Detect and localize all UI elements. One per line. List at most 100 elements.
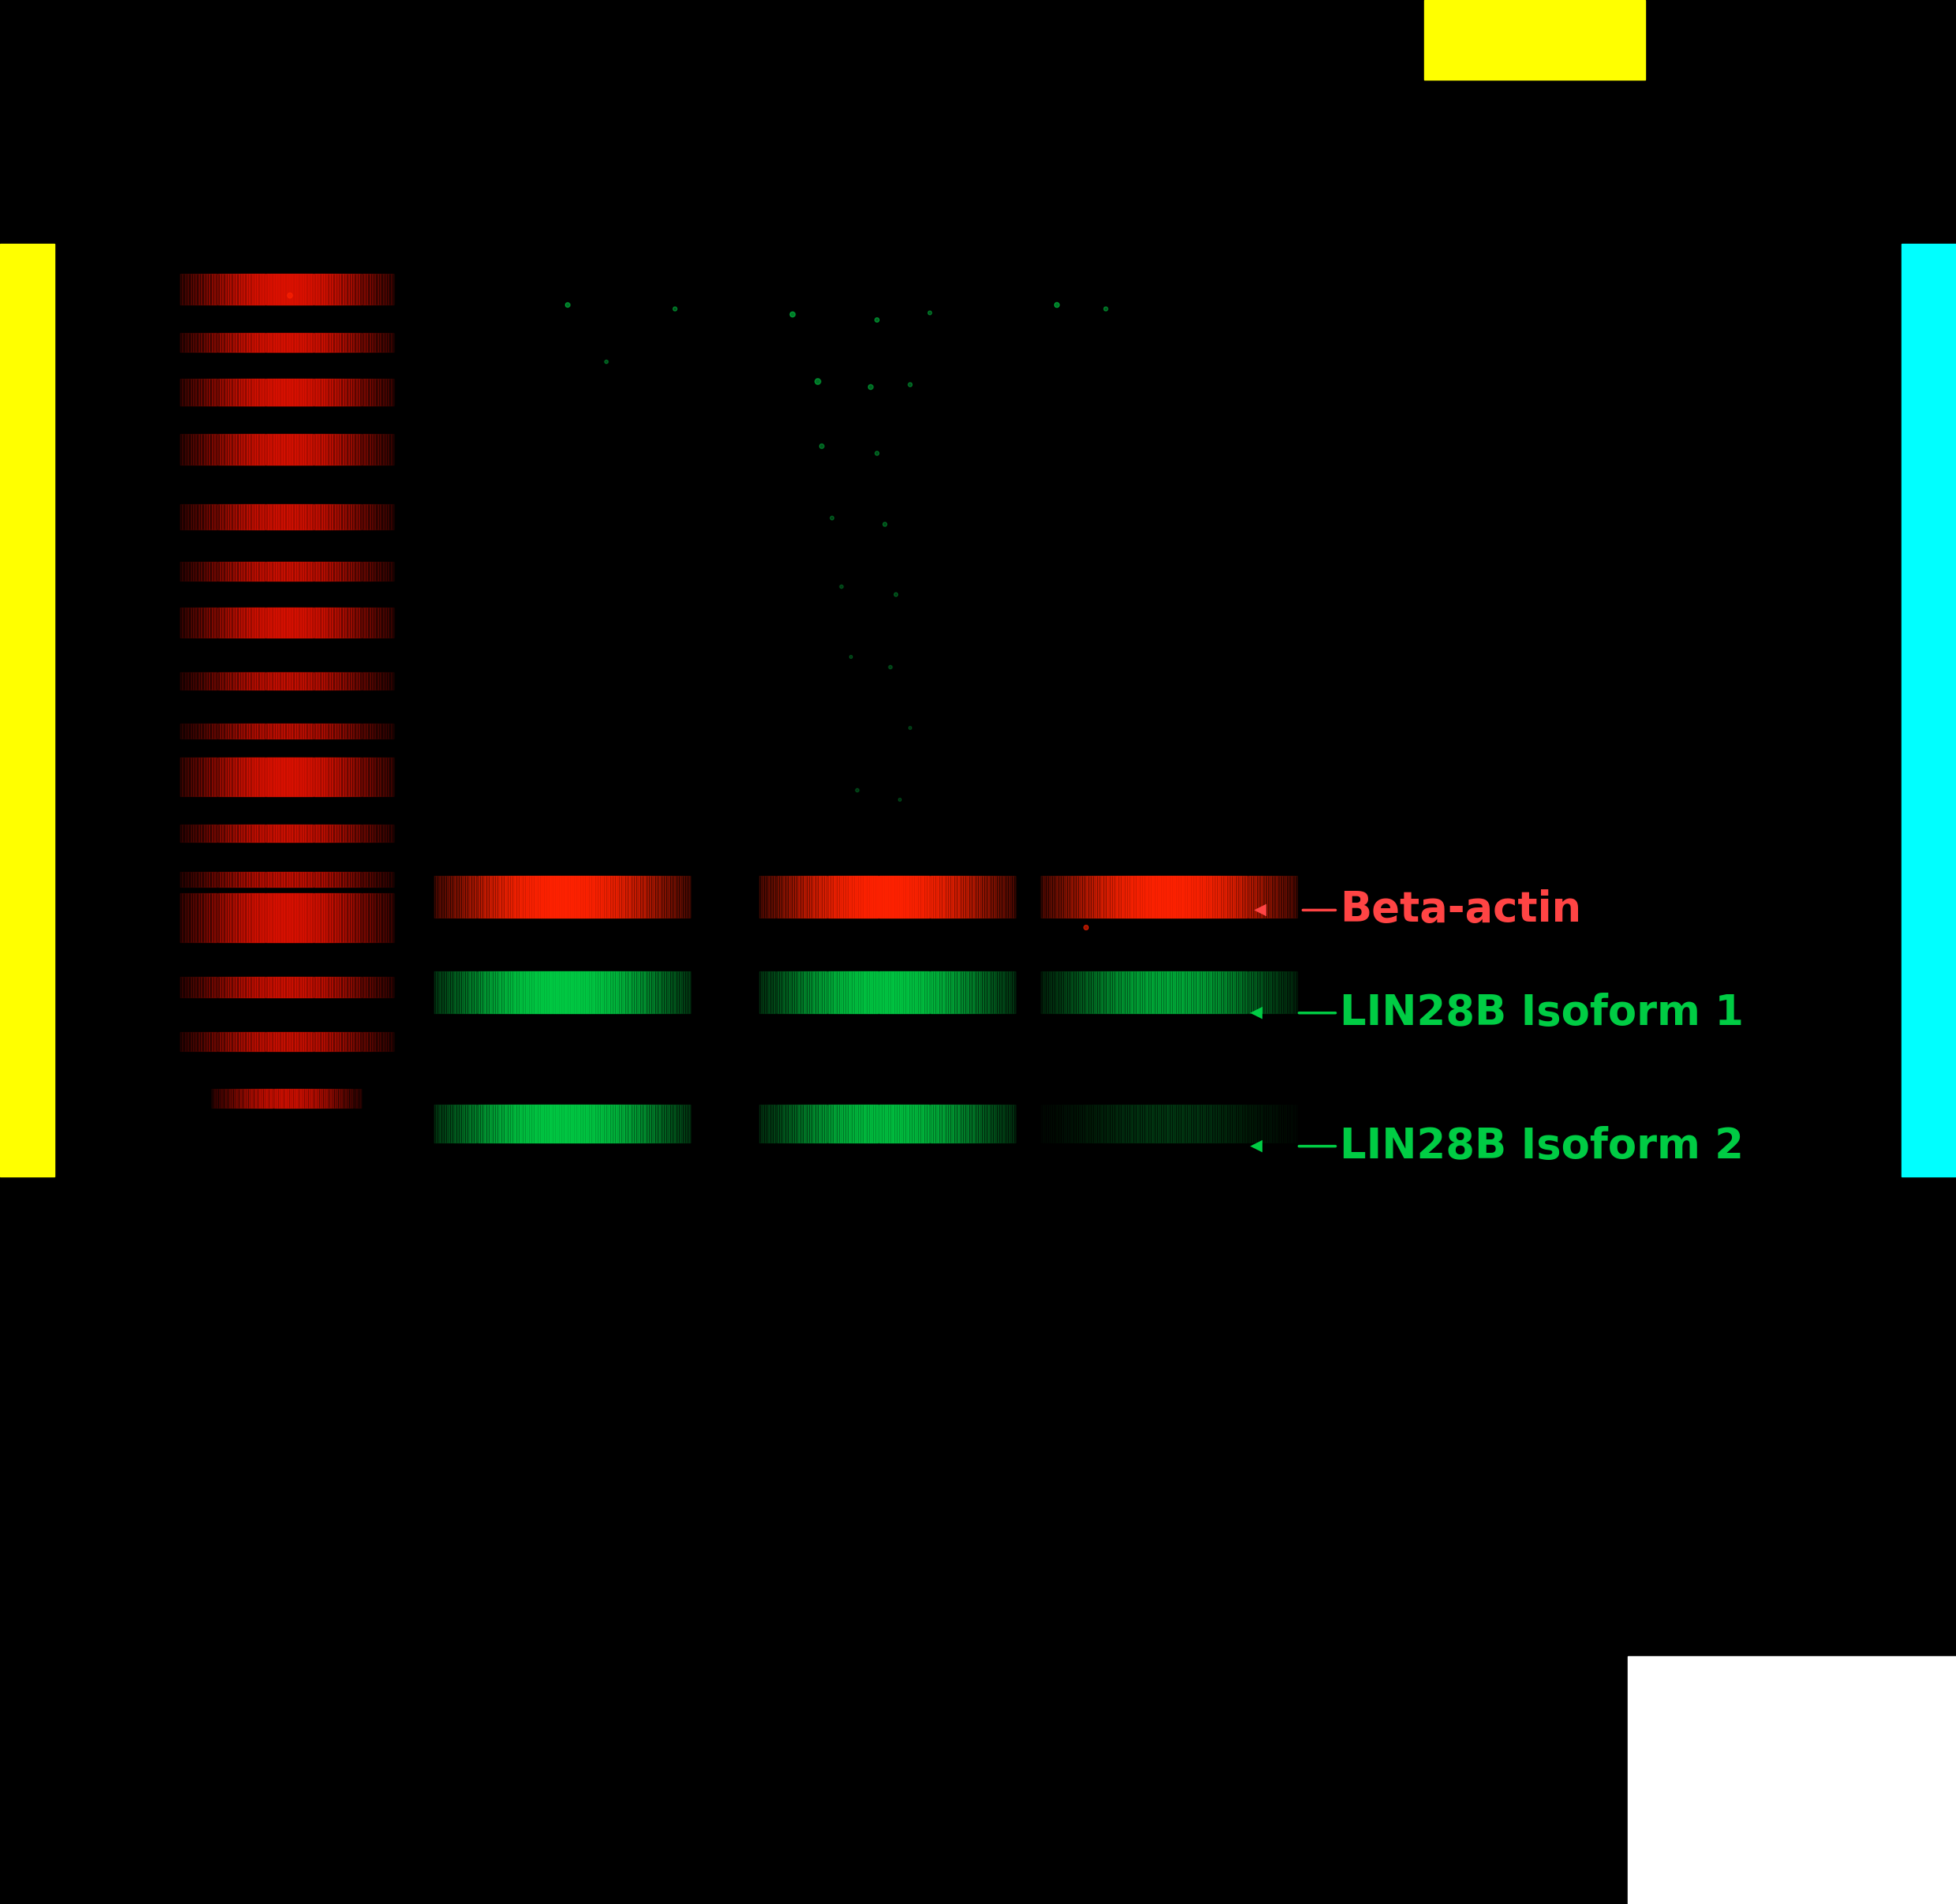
Bar bbox=[327, 333, 331, 352]
Bar bbox=[681, 971, 683, 1013]
Bar bbox=[309, 758, 311, 796]
Bar bbox=[884, 876, 888, 918]
Bar bbox=[280, 977, 282, 998]
Bar bbox=[602, 971, 604, 1013]
Bar bbox=[503, 971, 505, 1013]
Point bbox=[806, 430, 837, 461]
Bar bbox=[849, 971, 851, 1013]
Bar bbox=[221, 977, 223, 998]
Bar bbox=[620, 1104, 622, 1142]
Bar bbox=[203, 672, 207, 689]
Bar bbox=[289, 505, 291, 529]
Bar bbox=[268, 274, 270, 305]
Bar bbox=[1078, 1104, 1080, 1142]
Bar bbox=[949, 971, 951, 1013]
Bar bbox=[233, 434, 237, 465]
Bar bbox=[378, 893, 381, 942]
Bar bbox=[1199, 1104, 1201, 1142]
Bar bbox=[1240, 971, 1242, 1013]
Point bbox=[552, 289, 583, 320]
Bar bbox=[837, 971, 841, 1013]
Bar bbox=[536, 971, 540, 1013]
Bar bbox=[309, 274, 311, 305]
Bar bbox=[354, 824, 356, 842]
Bar bbox=[583, 971, 587, 1013]
Bar bbox=[356, 1032, 360, 1051]
Bar bbox=[1166, 876, 1170, 918]
Bar bbox=[209, 672, 211, 689]
Bar bbox=[1277, 971, 1279, 1013]
Bar bbox=[919, 971, 921, 1013]
Bar bbox=[280, 274, 282, 305]
Bar bbox=[260, 1032, 262, 1051]
Bar bbox=[309, 333, 311, 352]
Bar bbox=[385, 379, 389, 406]
Bar bbox=[782, 876, 784, 918]
Bar bbox=[378, 333, 381, 352]
Bar bbox=[956, 876, 958, 918]
Bar bbox=[262, 672, 266, 689]
Bar bbox=[616, 971, 618, 1013]
Bar bbox=[331, 872, 333, 887]
Bar bbox=[618, 1104, 620, 1142]
Bar bbox=[354, 758, 356, 796]
Bar bbox=[1000, 1104, 1003, 1142]
Bar bbox=[325, 607, 327, 638]
Bar bbox=[217, 977, 219, 998]
Bar bbox=[370, 505, 372, 529]
Bar bbox=[354, 1032, 356, 1051]
Bar bbox=[606, 971, 610, 1013]
Bar bbox=[1054, 876, 1056, 918]
Bar bbox=[1295, 876, 1297, 918]
Bar bbox=[571, 876, 573, 918]
Bar bbox=[180, 724, 182, 739]
Bar bbox=[1232, 971, 1234, 1013]
Bar bbox=[289, 724, 291, 739]
Bar bbox=[1068, 971, 1070, 1013]
Bar bbox=[851, 971, 853, 1013]
Bar bbox=[1060, 971, 1062, 1013]
Bar bbox=[284, 758, 288, 796]
Bar bbox=[923, 971, 925, 1013]
Bar bbox=[1213, 876, 1217, 918]
Bar bbox=[311, 562, 313, 581]
Bar bbox=[1172, 876, 1174, 918]
Bar bbox=[333, 758, 334, 796]
Bar bbox=[511, 876, 512, 918]
Bar bbox=[579, 876, 581, 918]
Bar bbox=[364, 977, 368, 998]
Bar bbox=[784, 876, 786, 918]
Point bbox=[777, 299, 808, 329]
Bar bbox=[624, 876, 626, 918]
Bar bbox=[194, 977, 196, 998]
Bar bbox=[297, 505, 301, 529]
Bar bbox=[980, 971, 982, 1013]
Bar bbox=[434, 1104, 436, 1142]
Bar bbox=[1256, 971, 1258, 1013]
Bar bbox=[913, 971, 915, 1013]
Bar bbox=[1256, 876, 1258, 918]
Bar bbox=[1211, 876, 1213, 918]
Bar bbox=[974, 876, 976, 918]
Bar bbox=[239, 333, 241, 352]
Bar bbox=[935, 971, 937, 1013]
Bar bbox=[1224, 971, 1226, 1013]
Bar bbox=[378, 607, 381, 638]
Bar bbox=[372, 562, 376, 581]
Bar bbox=[671, 876, 673, 918]
Bar bbox=[825, 971, 827, 1013]
Bar bbox=[348, 724, 350, 739]
Bar bbox=[640, 876, 642, 918]
Bar bbox=[820, 1104, 822, 1142]
Bar bbox=[207, 824, 209, 842]
Bar bbox=[865, 876, 867, 918]
Bar bbox=[1187, 971, 1189, 1013]
Bar bbox=[321, 434, 325, 465]
Bar bbox=[252, 562, 254, 581]
Bar bbox=[1185, 876, 1187, 918]
Bar bbox=[845, 971, 847, 1013]
Bar bbox=[1109, 971, 1111, 1013]
Bar bbox=[370, 724, 372, 739]
Bar bbox=[597, 971, 599, 1013]
Point bbox=[825, 571, 857, 602]
